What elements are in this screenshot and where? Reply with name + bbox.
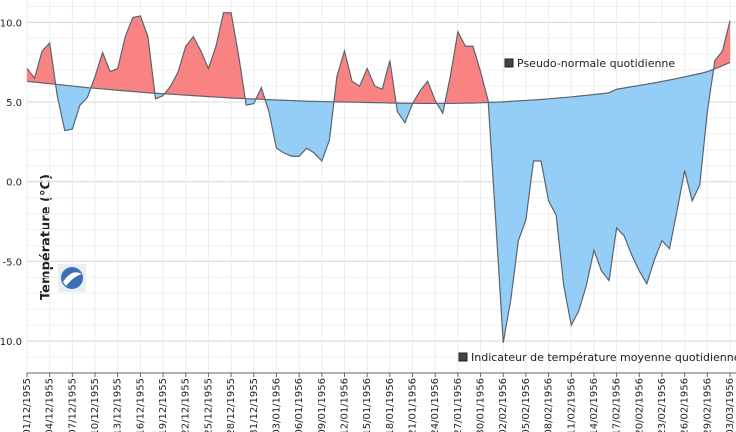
series-line: [26, 12, 731, 343]
x-tick-label: 03/01/1956: [271, 378, 282, 432]
anomaly-fill: [276, 99, 285, 154]
legend-swatch: [504, 58, 514, 68]
anomaly-fill: [593, 93, 602, 272]
anomaly-fill: [646, 82, 655, 284]
series-line: [26, 61, 731, 105]
anomaly-fill: [102, 52, 111, 90]
anomaly-fill: [177, 46, 186, 96]
x-tick-label: 04/12/1955: [45, 378, 56, 432]
y-tick-label: -10.0: [0, 337, 22, 348]
y-tick-label: -5.0: [2, 257, 22, 268]
anomaly-fill: [419, 80, 428, 104]
logo: [58, 264, 86, 292]
anomaly-fill: [654, 81, 663, 260]
anomaly-fill: [336, 50, 345, 103]
x-tick-label: 26/02/1956: [680, 378, 691, 432]
logo-swoosh: [63, 272, 82, 286]
anomaly-fill: [616, 87, 625, 237]
anomaly-fill: [518, 100, 527, 241]
x-tick-label: 09/01/1956: [317, 378, 328, 432]
x-tick-label: 16/12/1955: [135, 378, 146, 432]
anomaly-fill: [291, 100, 300, 157]
anomaly-fill: [132, 15, 141, 93]
anomaly-fill: [631, 85, 640, 272]
anomaly-fill: [601, 92, 610, 282]
x-tick-label: 25/12/1955: [203, 378, 214, 432]
anomaly-fill: [495, 101, 504, 343]
x-tick-label: 02/02/1956: [498, 378, 509, 432]
x-tick-label: 18/01/1956: [385, 378, 396, 432]
legend-label: Pseudo-normale quotidienne: [517, 57, 675, 70]
x-tick-label: 24/01/1956: [430, 378, 441, 432]
anomaly-fill: [359, 68, 368, 103]
x-tick-label: 05/02/1956: [521, 378, 532, 432]
anomaly-fill: [283, 100, 292, 157]
anomaly-fill: [669, 78, 678, 249]
x-tick-label: 28/12/1955: [226, 378, 237, 432]
anomaly-fill: [472, 46, 481, 104]
y-tick-label: 5.0: [6, 98, 22, 109]
anomaly-fill: [64, 85, 73, 132]
anomaly-fill: [306, 100, 315, 154]
legend-swatch: [458, 352, 468, 362]
x-tick-label: 11/02/1956: [566, 378, 577, 432]
y-axis-label: Température (°C): [39, 174, 54, 300]
anomaly-fill: [465, 45, 474, 104]
x-tick-label: 13/12/1955: [113, 378, 124, 432]
x-tick-label: 01/12/1955: [22, 378, 33, 432]
anomaly-fill: [200, 50, 209, 97]
anomaly-fill: [571, 95, 580, 326]
legend-label: Indicateur de température moyenne quotid…: [471, 351, 736, 364]
x-tick-label: 14/02/1956: [589, 378, 600, 432]
x-tick-label: 07/12/1955: [67, 378, 78, 432]
x-tick-label: 19/12/1955: [158, 378, 169, 432]
anomaly-fill: [457, 31, 466, 104]
x-tick-label: 29/02/1956: [702, 378, 713, 432]
anomaly-fill: [555, 97, 564, 286]
x-tick-label: 12/01/1956: [339, 378, 350, 432]
anomaly-fill: [578, 95, 587, 311]
anomaly-fill: [691, 73, 701, 201]
anomaly-fill: [548, 97, 557, 216]
y-tick-label: 10.0: [0, 18, 22, 29]
anomaly-fill: [533, 99, 542, 162]
anomaly-fill: [215, 12, 224, 98]
x-tick-label: 30/01/1956: [476, 378, 487, 432]
x-tick-label: 10/12/1955: [90, 378, 101, 432]
anomaly-fill: [298, 100, 307, 157]
x-tick-label: 31/12/1955: [249, 378, 260, 432]
x-tick-label: 27/01/1956: [453, 378, 464, 432]
x-tick-label: 03/03/1956: [725, 378, 736, 432]
anomaly-fill: [230, 12, 239, 99]
x-tick-label: 06/01/1956: [294, 378, 305, 432]
anomaly-fill: [223, 12, 232, 99]
anomaly-fill: [366, 68, 375, 103]
x-tick-label: 22/12/1955: [181, 378, 192, 432]
anomaly-fill: [661, 79, 670, 250]
x-tick-label: 15/01/1956: [362, 378, 373, 432]
x-tick-label: 08/02/1956: [544, 378, 555, 432]
anomaly-fill: [313, 101, 323, 162]
anomaly-fill: [351, 80, 360, 103]
y-tick-label: 0.0: [6, 178, 22, 189]
x-tick-label: 17/02/1956: [612, 378, 623, 432]
anomaly-fill: [193, 36, 202, 97]
x-tick-label: 23/02/1956: [657, 378, 668, 432]
anomaly-fill: [623, 86, 632, 256]
x-tick-label: 21/01/1956: [408, 378, 419, 432]
anomaly-fill: [525, 99, 534, 221]
anomaly-fill: [639, 83, 648, 285]
anomaly-fill: [540, 98, 549, 201]
x-tick-label: 20/02/1956: [634, 378, 645, 432]
